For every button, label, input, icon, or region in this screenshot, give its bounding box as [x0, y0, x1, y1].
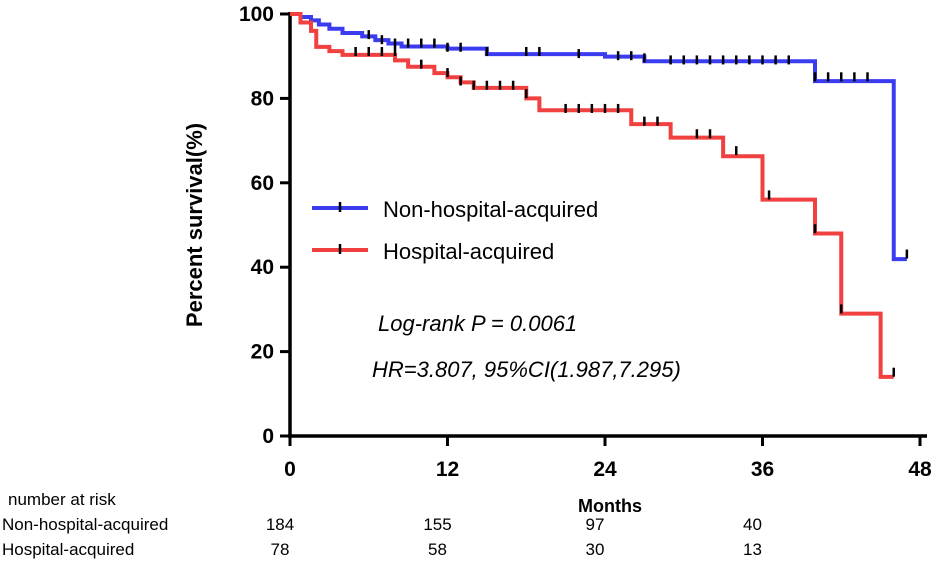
axes: [288, 12, 927, 438]
risk-value: 58: [428, 540, 447, 559]
risk-value: 97: [586, 515, 605, 534]
risk-value: 78: [271, 540, 290, 559]
risk-value: 30: [586, 540, 605, 559]
x-tick-label: 36: [751, 458, 774, 481]
y-tick-label: 80: [251, 87, 274, 110]
y-tick-label: 100: [239, 3, 274, 26]
risk-table-title: number at risk: [8, 490, 116, 509]
legend: Non-hospital-acquired Hospital-acquired: [312, 197, 598, 264]
risk-values: 184 155 97 40 78 58 30 13: [266, 515, 762, 559]
x-tick-label: 48: [908, 458, 932, 481]
risk-value: 13: [743, 540, 762, 559]
risk-value: 184: [266, 515, 294, 534]
y-tick-label: 40: [251, 256, 274, 279]
x-tick-label: 24: [593, 458, 617, 481]
risk-row-label-non-hospital: Non-hospital-acquired: [2, 515, 168, 534]
series-layer: [290, 12, 909, 379]
legend-label-non-hospital: Non-hospital-acquired: [383, 197, 598, 222]
hazard-ratio-annotation: HR=3.807, 95%CI(1.987,7.295): [372, 357, 681, 382]
legend-label-hospital: Hospital-acquired: [383, 239, 554, 264]
risk-value: 155: [423, 515, 451, 534]
ticks: 0 20 40 60 80 100 0 12 24 36 48: [239, 3, 932, 481]
x-axis-title: Months: [578, 496, 642, 516]
risk-row-label-hospital: Hospital-acquired: [2, 540, 134, 559]
x-tick-label: 12: [436, 458, 459, 481]
y-tick-label: 0: [262, 425, 274, 448]
x-tick-label: 0: [284, 458, 296, 481]
log-rank-annotation: Log-rank P = 0.0061: [378, 311, 577, 336]
risk-table: number at risk Non-hospital-acquired Hos…: [2, 490, 762, 559]
y-axis-title: Percent survival(%): [182, 123, 207, 327]
y-tick-label: 60: [251, 172, 274, 195]
y-tick-label: 20: [251, 341, 274, 364]
risk-value: 40: [743, 515, 762, 534]
series-line-hospital: [290, 12, 894, 379]
